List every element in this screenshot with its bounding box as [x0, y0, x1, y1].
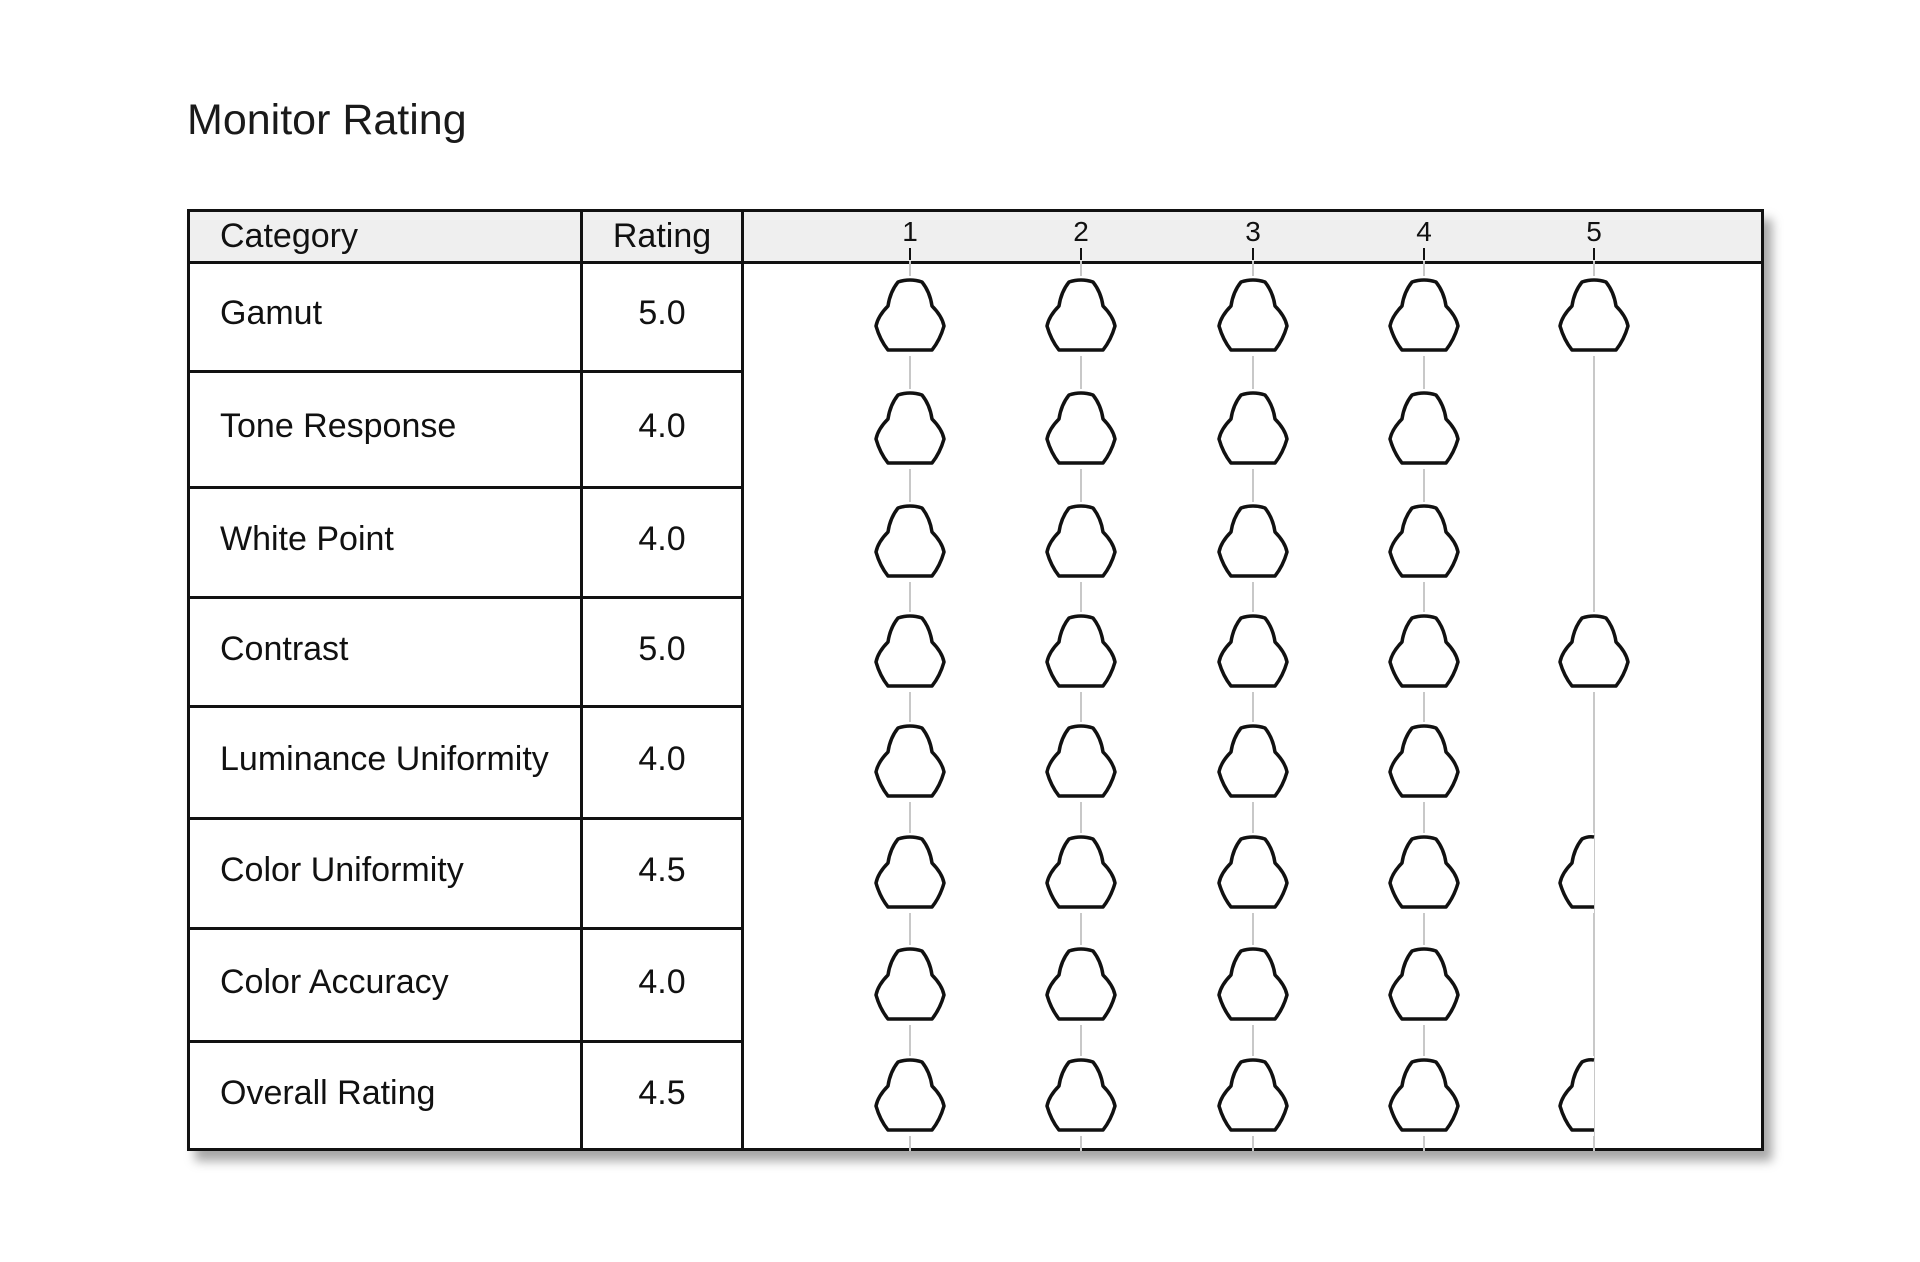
- scale-tick-label: 1: [902, 216, 918, 247]
- row-divider: [190, 705, 744, 708]
- rating-icon: [1384, 276, 1464, 356]
- scale-tick-label: 5: [1586, 216, 1602, 247]
- row-divider: [190, 927, 744, 930]
- rating-icon: [1041, 722, 1121, 802]
- rating-icon: [1213, 502, 1293, 582]
- scale-tick-mark: [1423, 248, 1425, 260]
- rating-value: 4.0: [638, 740, 686, 778]
- scale-tick-label: 3: [1245, 216, 1261, 247]
- scale-tick-mark: [909, 248, 911, 260]
- category-label: Tone Response: [220, 407, 457, 445]
- rating-icon: [870, 611, 950, 692]
- scale-guide-line: [909, 261, 911, 1151]
- rating-icon: [1213, 389, 1293, 469]
- header-rating: Rating: [612, 217, 712, 255]
- category-label: Color Accuracy: [220, 962, 449, 1001]
- table-row: Tone Response 4.0: [190, 371, 744, 487]
- rating-table: Category Rating Gamut 5.0 Tone Response 4.0…: [187, 209, 1764, 1151]
- category-label: White Point: [220, 520, 394, 558]
- row-divider: [190, 817, 744, 820]
- rating-icon: [1041, 1056, 1121, 1136]
- rating-icon: [1384, 944, 1464, 1025]
- rating-icon: [1041, 389, 1121, 469]
- scale-guide-line: [1252, 261, 1254, 1151]
- rating-icon: [1213, 944, 1293, 1025]
- rating-icon: [870, 389, 950, 469]
- scale-tick-mark: [1252, 248, 1254, 260]
- scale-tick-label: 4: [1416, 216, 1432, 247]
- rating-icon: [1554, 276, 1634, 356]
- page-title: Monitor Rating: [187, 96, 467, 144]
- category-label: Luminance Uniformity: [220, 740, 549, 778]
- row-divider: [190, 370, 744, 373]
- scale-guide-line: [1593, 261, 1595, 1151]
- rating-icon: [1384, 502, 1464, 582]
- category-label: Contrast: [220, 629, 349, 668]
- rating-value: 4.5: [638, 851, 686, 889]
- header-category: Category: [220, 217, 358, 255]
- row-divider: [190, 1040, 744, 1043]
- row-divider: [190, 596, 744, 599]
- row-divider: [190, 486, 744, 489]
- scale-tick-mark: [1080, 248, 1082, 260]
- table-row: White Point 4.0: [190, 487, 744, 597]
- rating-icon: [1213, 611, 1293, 692]
- rating-icon: [1041, 944, 1121, 1025]
- table-row: Color Accuracy 4.0: [190, 928, 744, 1041]
- category-label: Color Uniformity: [220, 851, 464, 889]
- half-rating-icon: [1554, 1056, 1595, 1136]
- category-label: Overall Rating: [220, 1074, 436, 1112]
- scale-tick-mark: [1593, 248, 1595, 260]
- column-divider: [580, 212, 583, 1148]
- rating-icon: [870, 722, 950, 802]
- scale-guide-line: [1080, 261, 1082, 1151]
- table-row: Contrast 5.0: [190, 597, 744, 706]
- scale-tick-label: 2: [1073, 216, 1089, 247]
- rating-icon: [1213, 833, 1293, 913]
- column-divider: [741, 212, 744, 1148]
- rating-icon: [1041, 276, 1121, 356]
- rating-value: 4.5: [638, 1074, 686, 1112]
- category-label: Gamut: [220, 294, 323, 332]
- rating-icon: [1213, 276, 1293, 356]
- table-row: Gamut 5.0: [190, 261, 744, 371]
- rating-icon: [1041, 611, 1121, 692]
- rating-icon: [870, 833, 950, 913]
- table-row: Overall Rating 4.5: [190, 1041, 744, 1151]
- half-rating-icon: [1554, 833, 1595, 913]
- rating-icon: [1554, 611, 1634, 692]
- rating-icon: [870, 276, 950, 356]
- table-header: Category Rating: [190, 212, 1761, 264]
- rating-value: 5.0: [638, 629, 686, 668]
- rating-icon: [1041, 502, 1121, 582]
- rating-icon: [1384, 389, 1464, 469]
- rating-value: 4.0: [638, 962, 686, 1001]
- rating-icon: [1213, 1056, 1293, 1136]
- rating-icon: [1384, 1056, 1464, 1136]
- rating-value: 4.0: [638, 407, 686, 445]
- rating-value: 5.0: [638, 294, 686, 332]
- rating-icon: [1041, 833, 1121, 913]
- rating-icon: [1384, 611, 1464, 692]
- table-row: Luminance Uniformity 4.0: [190, 706, 744, 818]
- rating-icon: [870, 502, 950, 582]
- scale-guide-line: [1423, 261, 1425, 1151]
- rating-icon: [1384, 722, 1464, 802]
- table-row: Color Uniformity 4.5: [190, 818, 744, 928]
- rating-icon: [1213, 722, 1293, 802]
- rating-icon: [870, 944, 950, 1025]
- rating-value: 4.0: [638, 520, 686, 558]
- rating-icon: [870, 1056, 950, 1136]
- rating-icon: [1384, 833, 1464, 913]
